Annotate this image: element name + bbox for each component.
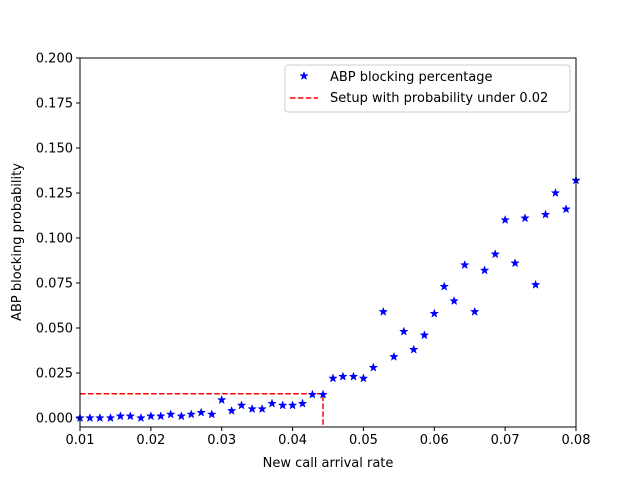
threshold-line [80,392,324,427]
x-tick-label: 0.05 [349,433,378,448]
data-point [338,371,348,381]
data-point [176,411,187,421]
data-point [85,412,95,423]
data-point [165,409,176,419]
y-tick-label: 0.100 [36,232,73,247]
y-tick-label: 0.175 [36,97,73,112]
data-point [206,409,217,419]
data-point [328,373,338,383]
legend-star-marker [299,70,309,81]
data-point [297,398,308,408]
axes-frame [79,57,577,428]
data-point [247,403,257,414]
data-point [408,344,419,354]
data-point [307,389,318,399]
y-tick-label: 0.000 [36,412,73,427]
data-point [146,411,156,421]
data-point [125,411,136,421]
data-point [196,407,206,417]
data-point [348,371,359,381]
data-point [318,389,328,399]
data-point [287,400,298,410]
data-point [155,411,166,421]
data-point [530,279,541,289]
data-point [429,308,440,318]
data-point [267,398,277,408]
y-tick-label: 0.125 [36,187,73,202]
data-point [469,306,480,316]
data-point [540,209,551,219]
plot-area [75,175,581,427]
x-tick-label: 0.07 [491,433,520,448]
y-tick-label: 0.025 [36,367,73,382]
legend-label-setup: Setup with probability under 0.02 [330,91,548,106]
y-tick-label: 0.075 [36,277,73,292]
y-tick-label: 0.200 [36,52,73,67]
data-point [115,411,126,421]
y-tick-label: 0.150 [36,142,73,157]
data-point [520,213,530,223]
data-point [550,187,561,198]
data-point [419,330,430,340]
data-point [216,394,227,405]
data-point [561,204,571,214]
x-axis-ticks: 0.01 0.02 0.03 0.04 0.05 0.06 0.07 0.08 [66,427,591,448]
data-point [136,412,146,423]
data-point [490,249,501,259]
legend: ABP blocking percentage Setup with proba… [284,64,571,113]
data-point [257,403,267,414]
x-tick-label: 0.04 [278,433,307,448]
data-point [186,409,197,419]
y-tick-label: 0.050 [36,322,73,337]
data-point [500,214,510,225]
data-point [368,362,379,372]
data-point [95,412,105,423]
y-axis-ticks: 0.000 0.025 0.050 0.075 0.100 0.125 0.150 0.175… [36,52,80,427]
data-point [449,295,459,306]
data-point [439,281,450,291]
x-axis-label: New call arrival rate [263,456,394,471]
x-tick-label: 0.08 [562,433,591,448]
x-tick-label: 0.02 [136,433,165,448]
x-tick-label: 0.03 [207,433,236,448]
data-point [459,259,470,270]
data-point [389,351,399,361]
data-point [226,405,237,415]
data-point [105,412,116,423]
data-point [378,306,389,316]
y-axis-label: ABP blocking probability [10,163,25,321]
x-tick-label: 0.06 [420,433,449,448]
data-point [510,258,520,268]
data-point [236,400,247,410]
data-point [358,373,369,383]
data-point [399,326,409,336]
legend-box [284,64,571,113]
data-point [277,400,288,410]
x-tick-label: 0.01 [66,433,95,448]
legend-label-abp: ABP blocking percentage [330,70,493,85]
data-point [479,265,490,275]
